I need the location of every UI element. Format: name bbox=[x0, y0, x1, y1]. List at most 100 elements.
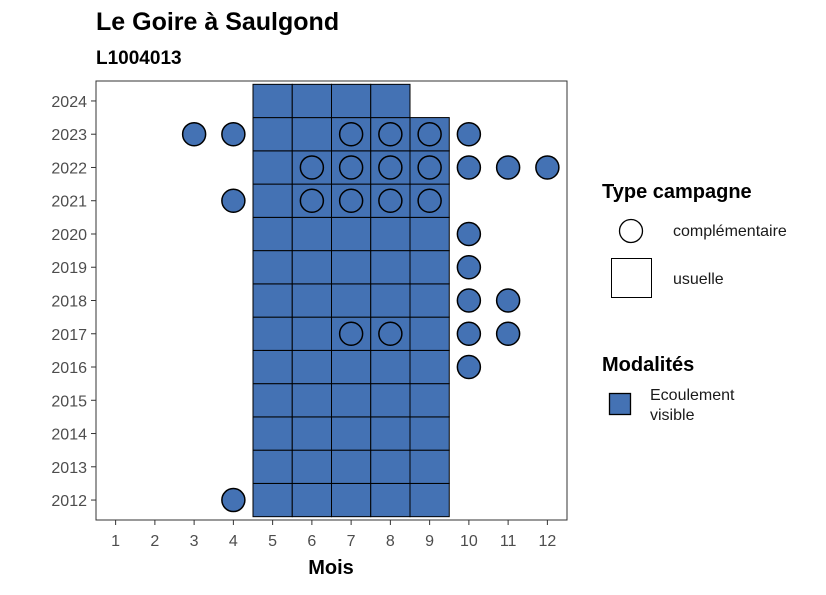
x-axis-title: Mois bbox=[308, 557, 354, 579]
tile-usuelle-2016-6 bbox=[291, 349, 332, 385]
tile-usuelle-2022-5 bbox=[252, 150, 293, 185]
tile-usuelle-2020-5 bbox=[252, 216, 293, 252]
tile-usuelle-2014-9 bbox=[409, 416, 450, 451]
tile-usuelle-2023-5 bbox=[252, 117, 293, 152]
tile-usuelle-2015-5 bbox=[252, 383, 293, 418]
point-complementaire-2022-10 bbox=[456, 155, 482, 180]
plot-area: 1 2 3 4 5 6 7 8 9 10 11 122012201320142015201620172… bbox=[51, 80, 568, 550]
tile-usuelle-2012-9 bbox=[409, 482, 450, 518]
tile-usuelle-2017-5 bbox=[252, 316, 293, 351]
tile-usuelle-2024-5 bbox=[252, 83, 293, 119]
tile-usuelle-2014-7 bbox=[331, 416, 372, 451]
x-tick-label-12: 12 bbox=[538, 533, 556, 550]
tile-usuelle-2023-6 bbox=[291, 117, 332, 152]
point-complementaire-2021-4 bbox=[221, 188, 246, 213]
point-complementaire-2023-4 bbox=[221, 121, 246, 147]
point-complementaire-2022-6 bbox=[299, 155, 325, 180]
y-tick-label-2019: 2019 bbox=[51, 260, 87, 277]
x-tick-label-11: 11 bbox=[500, 533, 517, 550]
point-complementaire-2022-7 bbox=[338, 155, 364, 180]
tile-usuelle-2014-8 bbox=[370, 416, 411, 451]
point-complementaire-2023-9 bbox=[417, 121, 442, 147]
tile-usuelle-2012-5 bbox=[252, 482, 293, 518]
tile-usuelle-2013-9 bbox=[409, 449, 450, 484]
tile-usuelle-2013-7 bbox=[331, 449, 372, 484]
legend-campagne-label-usuelle: usuelle bbox=[673, 271, 724, 288]
tile-usuelle-2021-5 bbox=[252, 183, 293, 218]
point-complementaire-2022-12 bbox=[535, 155, 560, 180]
point-complementaire-2021-7 bbox=[338, 188, 364, 213]
legend-campagne-title: Type campagne bbox=[602, 181, 752, 203]
y-tick-label-2023: 2023 bbox=[51, 127, 87, 144]
tile-usuelle-2018-6 bbox=[291, 283, 332, 318]
point-complementaire-2017-10 bbox=[456, 321, 482, 347]
tile-usuelle-2015-6 bbox=[291, 383, 332, 418]
y-tick-label-2020: 2020 bbox=[51, 227, 87, 244]
tile-usuelle-2024-6 bbox=[291, 83, 332, 119]
point-complementaire-2023-8 bbox=[378, 121, 403, 147]
y-tick-label-2021: 2021 bbox=[51, 194, 87, 211]
tile-usuelle-2016-5 bbox=[252, 349, 293, 385]
y-tick-label-2013: 2013 bbox=[51, 460, 87, 477]
point-complementaire-2016-10 bbox=[456, 354, 482, 380]
point-complementaire-2022-9 bbox=[417, 155, 442, 180]
tile-usuelle-2017-9 bbox=[409, 316, 450, 351]
tile-usuelle-2016-9 bbox=[409, 349, 450, 385]
point-complementaire-2023-10 bbox=[456, 121, 482, 147]
y-tick-label-2014: 2014 bbox=[51, 427, 87, 444]
tile-usuelle-2013-8 bbox=[370, 449, 411, 484]
point-complementaire-2018-11 bbox=[495, 288, 521, 313]
y-tick-label-2012: 2012 bbox=[51, 493, 87, 510]
tile-usuelle-2012-6 bbox=[291, 482, 332, 518]
x-tick-label-1: 1 bbox=[111, 533, 120, 550]
x-tick-label-9: 9 bbox=[425, 533, 434, 550]
x-tick-label-10: 10 bbox=[460, 533, 478, 550]
tile-usuelle-2015-9 bbox=[409, 383, 450, 418]
x-tick-label-3: 3 bbox=[190, 533, 199, 550]
x-tick-label-4: 4 bbox=[229, 533, 238, 550]
tile-usuelle-2018-9 bbox=[409, 283, 450, 318]
point-complementaire-2017-11 bbox=[495, 321, 521, 347]
tile-usuelle-2020-9 bbox=[409, 216, 450, 252]
tile-usuelle-2016-8 bbox=[370, 349, 411, 385]
point-complementaire-2021-6 bbox=[299, 188, 325, 213]
legend-campagne-label-complementaire: complémentaire bbox=[673, 223, 787, 240]
x-tick-label-6: 6 bbox=[307, 533, 316, 550]
legend-key-complementaire bbox=[618, 218, 644, 244]
y-tick-label-2016: 2016 bbox=[51, 360, 87, 377]
tile-usuelle-2020-7 bbox=[331, 216, 372, 252]
legend-modalites-label-line1: Ecoulement bbox=[650, 387, 735, 404]
tile-usuelle-2014-5 bbox=[252, 416, 293, 451]
legend-key-usuelle bbox=[611, 258, 652, 298]
point-complementaire-2019-10 bbox=[456, 254, 482, 280]
point-complementaire-2018-10 bbox=[456, 288, 482, 313]
point-complementaire-2020-10 bbox=[456, 221, 482, 247]
point-complementaire-2022-11 bbox=[495, 155, 521, 180]
tile-usuelle-2015-8 bbox=[370, 383, 411, 418]
legend-keys bbox=[608, 218, 652, 416]
tile-usuelle-2019-6 bbox=[291, 250, 332, 285]
tile-usuelle-2012-7 bbox=[331, 482, 372, 518]
point-complementaire-2012-4 bbox=[221, 487, 246, 513]
tile-usuelle-2012-8 bbox=[370, 482, 411, 518]
y-tick-label-2018: 2018 bbox=[51, 294, 87, 311]
tile-usuelle-2020-6 bbox=[291, 216, 332, 252]
y-tick-label-2015: 2015 bbox=[51, 393, 87, 410]
point-complementaire-2022-8 bbox=[378, 155, 403, 180]
x-tick-label-7: 7 bbox=[347, 533, 356, 550]
legend-modalites-label-line2: visible bbox=[650, 407, 695, 424]
tile-usuelle-2019-8 bbox=[370, 250, 411, 285]
tile-usuelle-2018-7 bbox=[331, 283, 372, 318]
y-tick-label-2022: 2022 bbox=[51, 160, 87, 177]
tile-usuelle-2019-5 bbox=[252, 250, 293, 285]
legend-modalites-title: Modalités bbox=[602, 354, 694, 376]
x-tick-label-8: 8 bbox=[386, 533, 395, 550]
chart-subtitle: L1004013 bbox=[96, 48, 182, 69]
tile-usuelle-2017-6 bbox=[291, 316, 332, 351]
point-complementaire-2021-9 bbox=[417, 188, 442, 213]
tile-usuelle-2018-8 bbox=[370, 283, 411, 318]
tile-usuelle-2019-7 bbox=[331, 250, 372, 285]
tile-usuelle-2013-6 bbox=[291, 449, 332, 484]
point-complementaire-2021-8 bbox=[378, 188, 403, 213]
